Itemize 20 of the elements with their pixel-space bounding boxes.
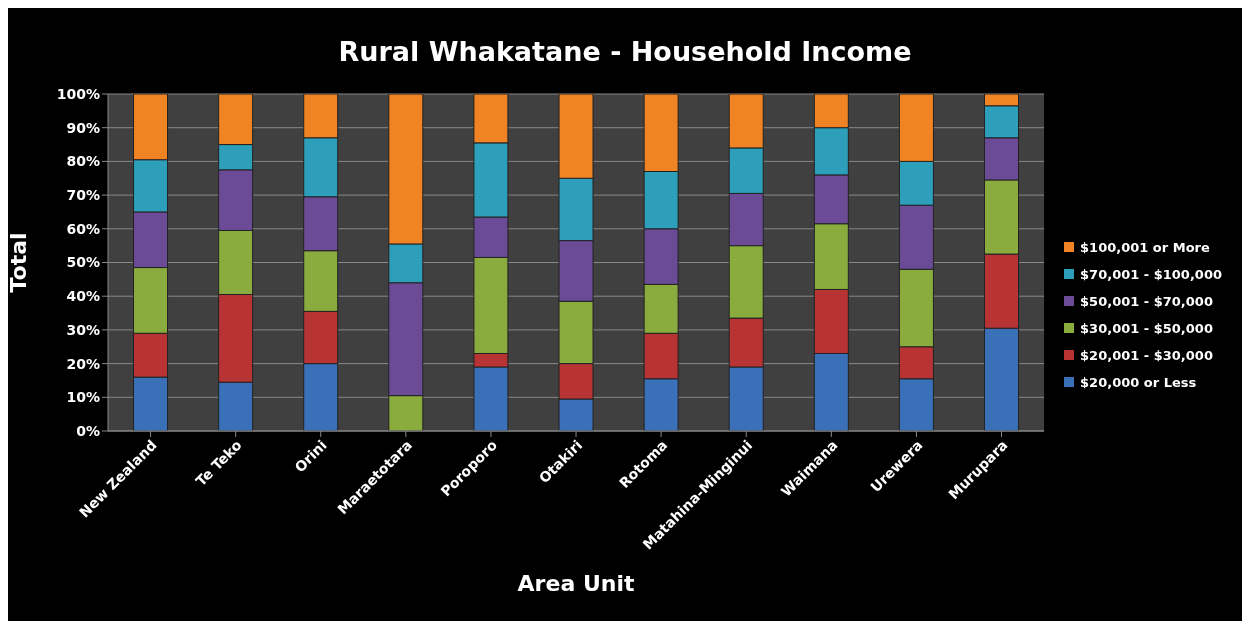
y-axis-title: Total <box>5 232 31 293</box>
y-tick-label: 90% <box>66 119 100 136</box>
y-tick-label: 100% <box>56 85 100 102</box>
y-tick-label: 40% <box>66 288 100 305</box>
chart-title: Rural Whakatane - Household Income <box>337 36 913 67</box>
x-axis-title: Area Unit <box>517 571 635 596</box>
legend-label: $50,001 - $70,000 <box>1080 293 1213 309</box>
y-tick-label: 30% <box>66 321 100 338</box>
y-tick-label: 0% <box>76 422 100 439</box>
y-tick-label: 50% <box>66 254 100 271</box>
y-tick-label: 80% <box>66 153 100 170</box>
y-tick-label: 70% <box>66 187 100 204</box>
legend-label: $20,000 or Less <box>1080 374 1197 390</box>
legend-label: $20,001 - $30,000 <box>1080 347 1213 363</box>
y-tick-label: 60% <box>66 220 100 237</box>
y-tick-label: 10% <box>66 389 100 406</box>
legend-label: $30,001 - $50,000 <box>1080 320 1213 336</box>
legend-label: $100,001 or More <box>1080 239 1210 255</box>
y-tick-label: 20% <box>66 355 100 372</box>
legend-label: $70,001 - $100,000 <box>1080 266 1222 282</box>
